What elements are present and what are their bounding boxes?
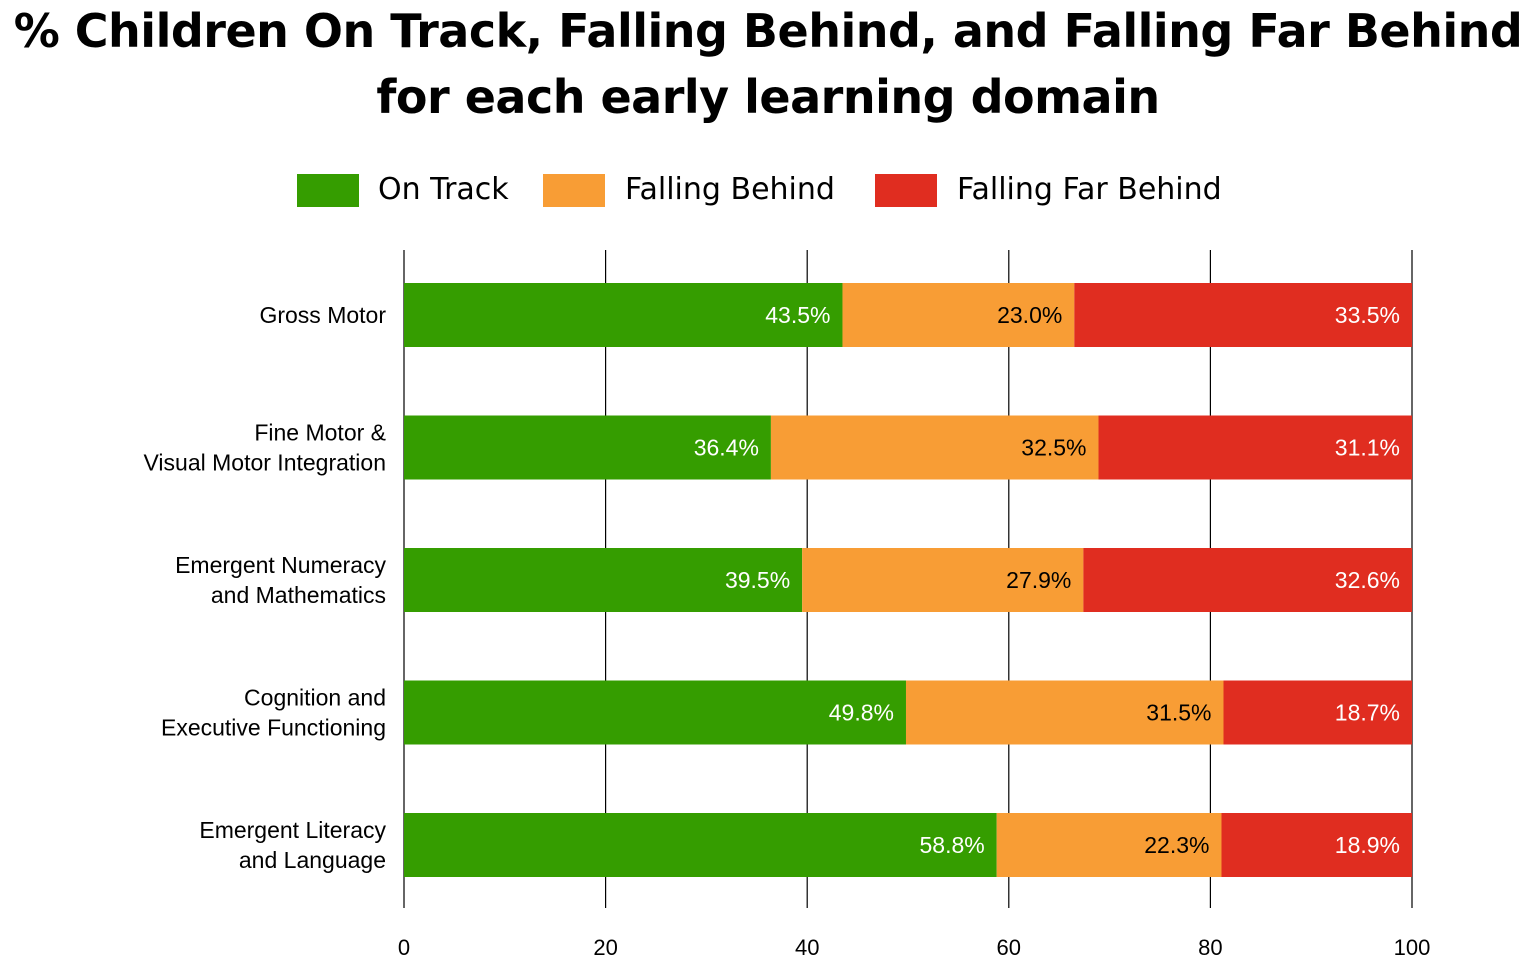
legend-label-on-track: On Track [378,172,509,207]
bar-3-1 [905,680,1224,745]
x-tick-label-4: 80 [1198,935,1222,957]
bar-label-1-1: 32.5% [1021,435,1086,461]
x-tick-label-5: 100 [1394,935,1431,957]
bar-label-2-2: 32.6% [1335,567,1400,593]
bar-label-3-0: 49.8% [829,700,894,726]
category-label-1-1: Visual Motor Integration [144,450,387,476]
bar-label-2-0: 39.5% [725,567,790,593]
bar-label-0-2: 33.5% [1335,302,1400,328]
chart-title-line-1: % Children On Track, Falling Behind, and… [13,4,1523,58]
bar-label-0-1: 23.0% [997,302,1062,328]
x-tick-label-1: 20 [593,935,617,957]
bar-1-0 [404,415,771,480]
chart-legend: On Track Falling Behind Falling Far Behi… [0,172,1536,212]
bar-label-2-1: 27.9% [1006,567,1071,593]
bar-1-1 [770,415,1099,480]
x-tick-label-2: 40 [795,935,819,957]
bar-label-4-1: 22.3% [1144,832,1209,858]
bar-label-3-2: 18.7% [1335,700,1400,726]
bar-2-1 [802,548,1084,612]
bar-3-2 [1223,680,1412,745]
bar-4-2 [1221,813,1412,877]
category-label-3-0: Cognition and [244,685,386,711]
category-label-2-0: Emergent Numeracy [175,552,386,578]
bar-0-1 [842,283,1075,347]
legend-swatch-falling-behind [543,174,605,207]
bar-0-0 [404,283,843,347]
bar-4-0 [404,813,997,877]
bar-0-2 [1074,283,1412,347]
category-label-0-0: Gross Motor [259,302,386,328]
bar-2-0 [404,548,803,612]
category-label-3-1: Executive Functioning [161,715,386,741]
category-label-4-0: Emergent Literacy [199,817,386,843]
bar-label-4-2: 18.9% [1335,832,1400,858]
bar-label-4-0: 58.8% [919,832,984,858]
category-label-4-1: and Language [239,847,386,873]
bar-2-2 [1083,548,1412,612]
category-label-1-0: Fine Motor & [254,420,386,446]
bar-label-1-2: 31.1% [1335,435,1400,461]
legend-swatch-on-track [297,174,359,207]
bar-3-0 [404,680,906,745]
bar-1-2 [1098,415,1412,480]
category-label-2-1: and Mathematics [211,582,386,608]
chart-title-line-2: for each early learning domain [376,70,1160,124]
bar-label-3-1: 31.5% [1146,700,1211,726]
legend-label-falling-far-behind: Falling Far Behind [957,172,1222,207]
x-tick-label-3: 60 [997,935,1021,957]
bar-4-1 [996,813,1222,877]
bar-label-0-0: 43.5% [765,302,830,328]
x-tick-label-0: 0 [398,935,410,957]
bar-label-1-0: 36.4% [694,435,759,461]
legend-label-falling-behind: Falling Behind [625,172,835,207]
legend-swatch-falling-far-behind [875,174,937,207]
